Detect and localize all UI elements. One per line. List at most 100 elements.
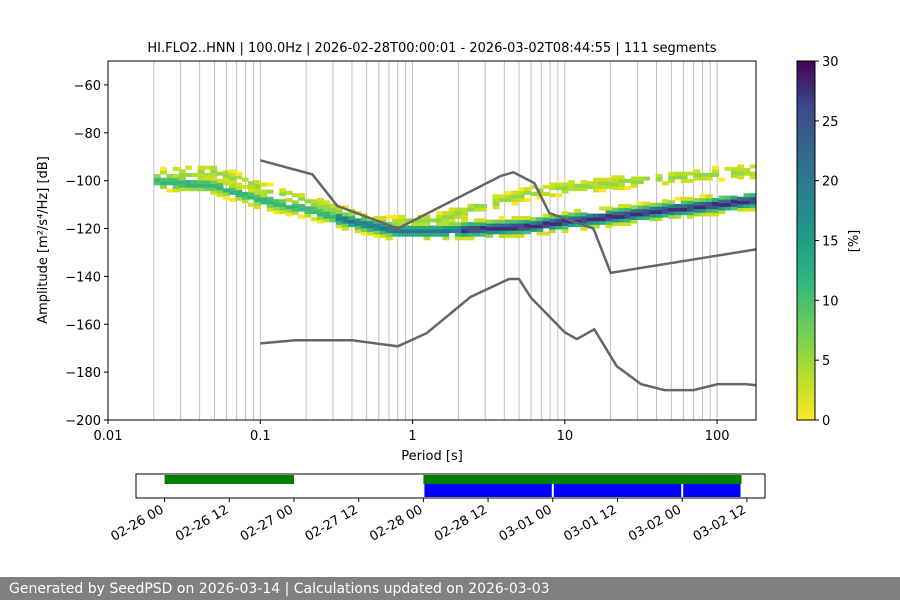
density-cell (687, 214, 694, 219)
density-cell (461, 214, 469, 219)
density-cell (247, 188, 255, 193)
colorbar-tick-label: 25 (822, 115, 839, 130)
density-cell (204, 165, 211, 170)
density-cell (417, 232, 425, 237)
density-cell (204, 180, 211, 185)
density-cell (498, 233, 506, 238)
density-cell (247, 192, 255, 196)
density-cell (705, 205, 713, 210)
density-cell (172, 166, 180, 171)
density-cell (492, 219, 500, 224)
density-cell (693, 201, 701, 206)
density-cell (461, 236, 469, 241)
density-cell (674, 204, 682, 208)
density-cell (636, 208, 644, 213)
density-cell (222, 188, 230, 193)
density-cell (191, 187, 199, 192)
density-cell (712, 205, 719, 210)
density-cell (542, 224, 550, 229)
density-cell (348, 216, 356, 220)
density-cell (730, 166, 738, 171)
density-cell (442, 232, 450, 237)
density-cell (737, 200, 745, 205)
density-cell (480, 229, 487, 234)
density-cell (674, 171, 682, 176)
density-cell (254, 194, 262, 199)
density-cell (693, 208, 701, 213)
density-cell (467, 232, 475, 237)
density-cell (379, 233, 387, 238)
density-cell (429, 218, 437, 223)
density-cell (316, 216, 324, 220)
density-cell (693, 176, 701, 181)
density-cell (643, 205, 650, 210)
density-cell (555, 193, 563, 198)
density-cell (674, 211, 682, 216)
density-cell (730, 206, 738, 211)
density-cell (655, 174, 663, 179)
density-cell (549, 182, 556, 187)
density-cell (429, 225, 437, 230)
density-cell (492, 194, 500, 199)
density-cell (379, 226, 387, 231)
density-cell (712, 201, 719, 206)
density-cell (586, 217, 594, 222)
density-cell (191, 180, 199, 185)
density-cell (197, 169, 205, 174)
density-cell (342, 216, 349, 220)
density-cell (693, 198, 701, 202)
density-cell (266, 200, 274, 205)
colorbar-tick-label: 15 (822, 235, 839, 250)
density-cell (630, 205, 638, 210)
density-cell (486, 230, 494, 235)
density-cell (185, 172, 193, 177)
density-cell (454, 214, 462, 219)
density-cell (473, 204, 481, 208)
density-cell (655, 206, 663, 211)
density-cell (542, 231, 550, 236)
density-cell (549, 214, 556, 219)
density-cell (705, 198, 713, 202)
density-cell (718, 195, 726, 200)
density-cell (178, 187, 186, 192)
density-cell (235, 171, 243, 176)
density-cell (517, 230, 525, 235)
y-tick-label: −160 (65, 318, 101, 333)
density-cell (241, 195, 249, 200)
density-cell (222, 192, 230, 196)
y-tick-label: −200 (65, 414, 101, 429)
density-cell (229, 169, 236, 174)
density-cell (266, 204, 274, 208)
density-cell (618, 222, 625, 226)
density-cell (511, 223, 519, 228)
density-cell (643, 216, 650, 220)
density-cell (197, 176, 205, 181)
density-cell (153, 181, 161, 186)
density-cell (536, 195, 544, 200)
density-cell (197, 165, 205, 170)
density-cell (254, 201, 262, 206)
density-cell (680, 211, 688, 216)
density-cell (649, 217, 657, 222)
density-cell (661, 202, 669, 207)
density-cell (549, 218, 556, 223)
density-cell (204, 172, 211, 177)
density-cell (210, 187, 218, 192)
density-cell (649, 210, 657, 214)
density-cell (367, 231, 374, 236)
low-noise-model (260, 277, 756, 392)
density-cell (580, 216, 588, 220)
density-cell (448, 222, 456, 226)
density-cell (511, 233, 519, 238)
density-cell (216, 178, 224, 183)
density-cell (316, 198, 324, 202)
density-cell (605, 177, 613, 182)
density-cell (668, 178, 676, 183)
density-cell (354, 222, 362, 226)
density-cell (730, 174, 738, 179)
density-cell (580, 226, 588, 231)
density-cell (592, 188, 600, 193)
density-cell (749, 204, 756, 208)
density-cell (511, 226, 519, 231)
density-cell (605, 213, 613, 218)
